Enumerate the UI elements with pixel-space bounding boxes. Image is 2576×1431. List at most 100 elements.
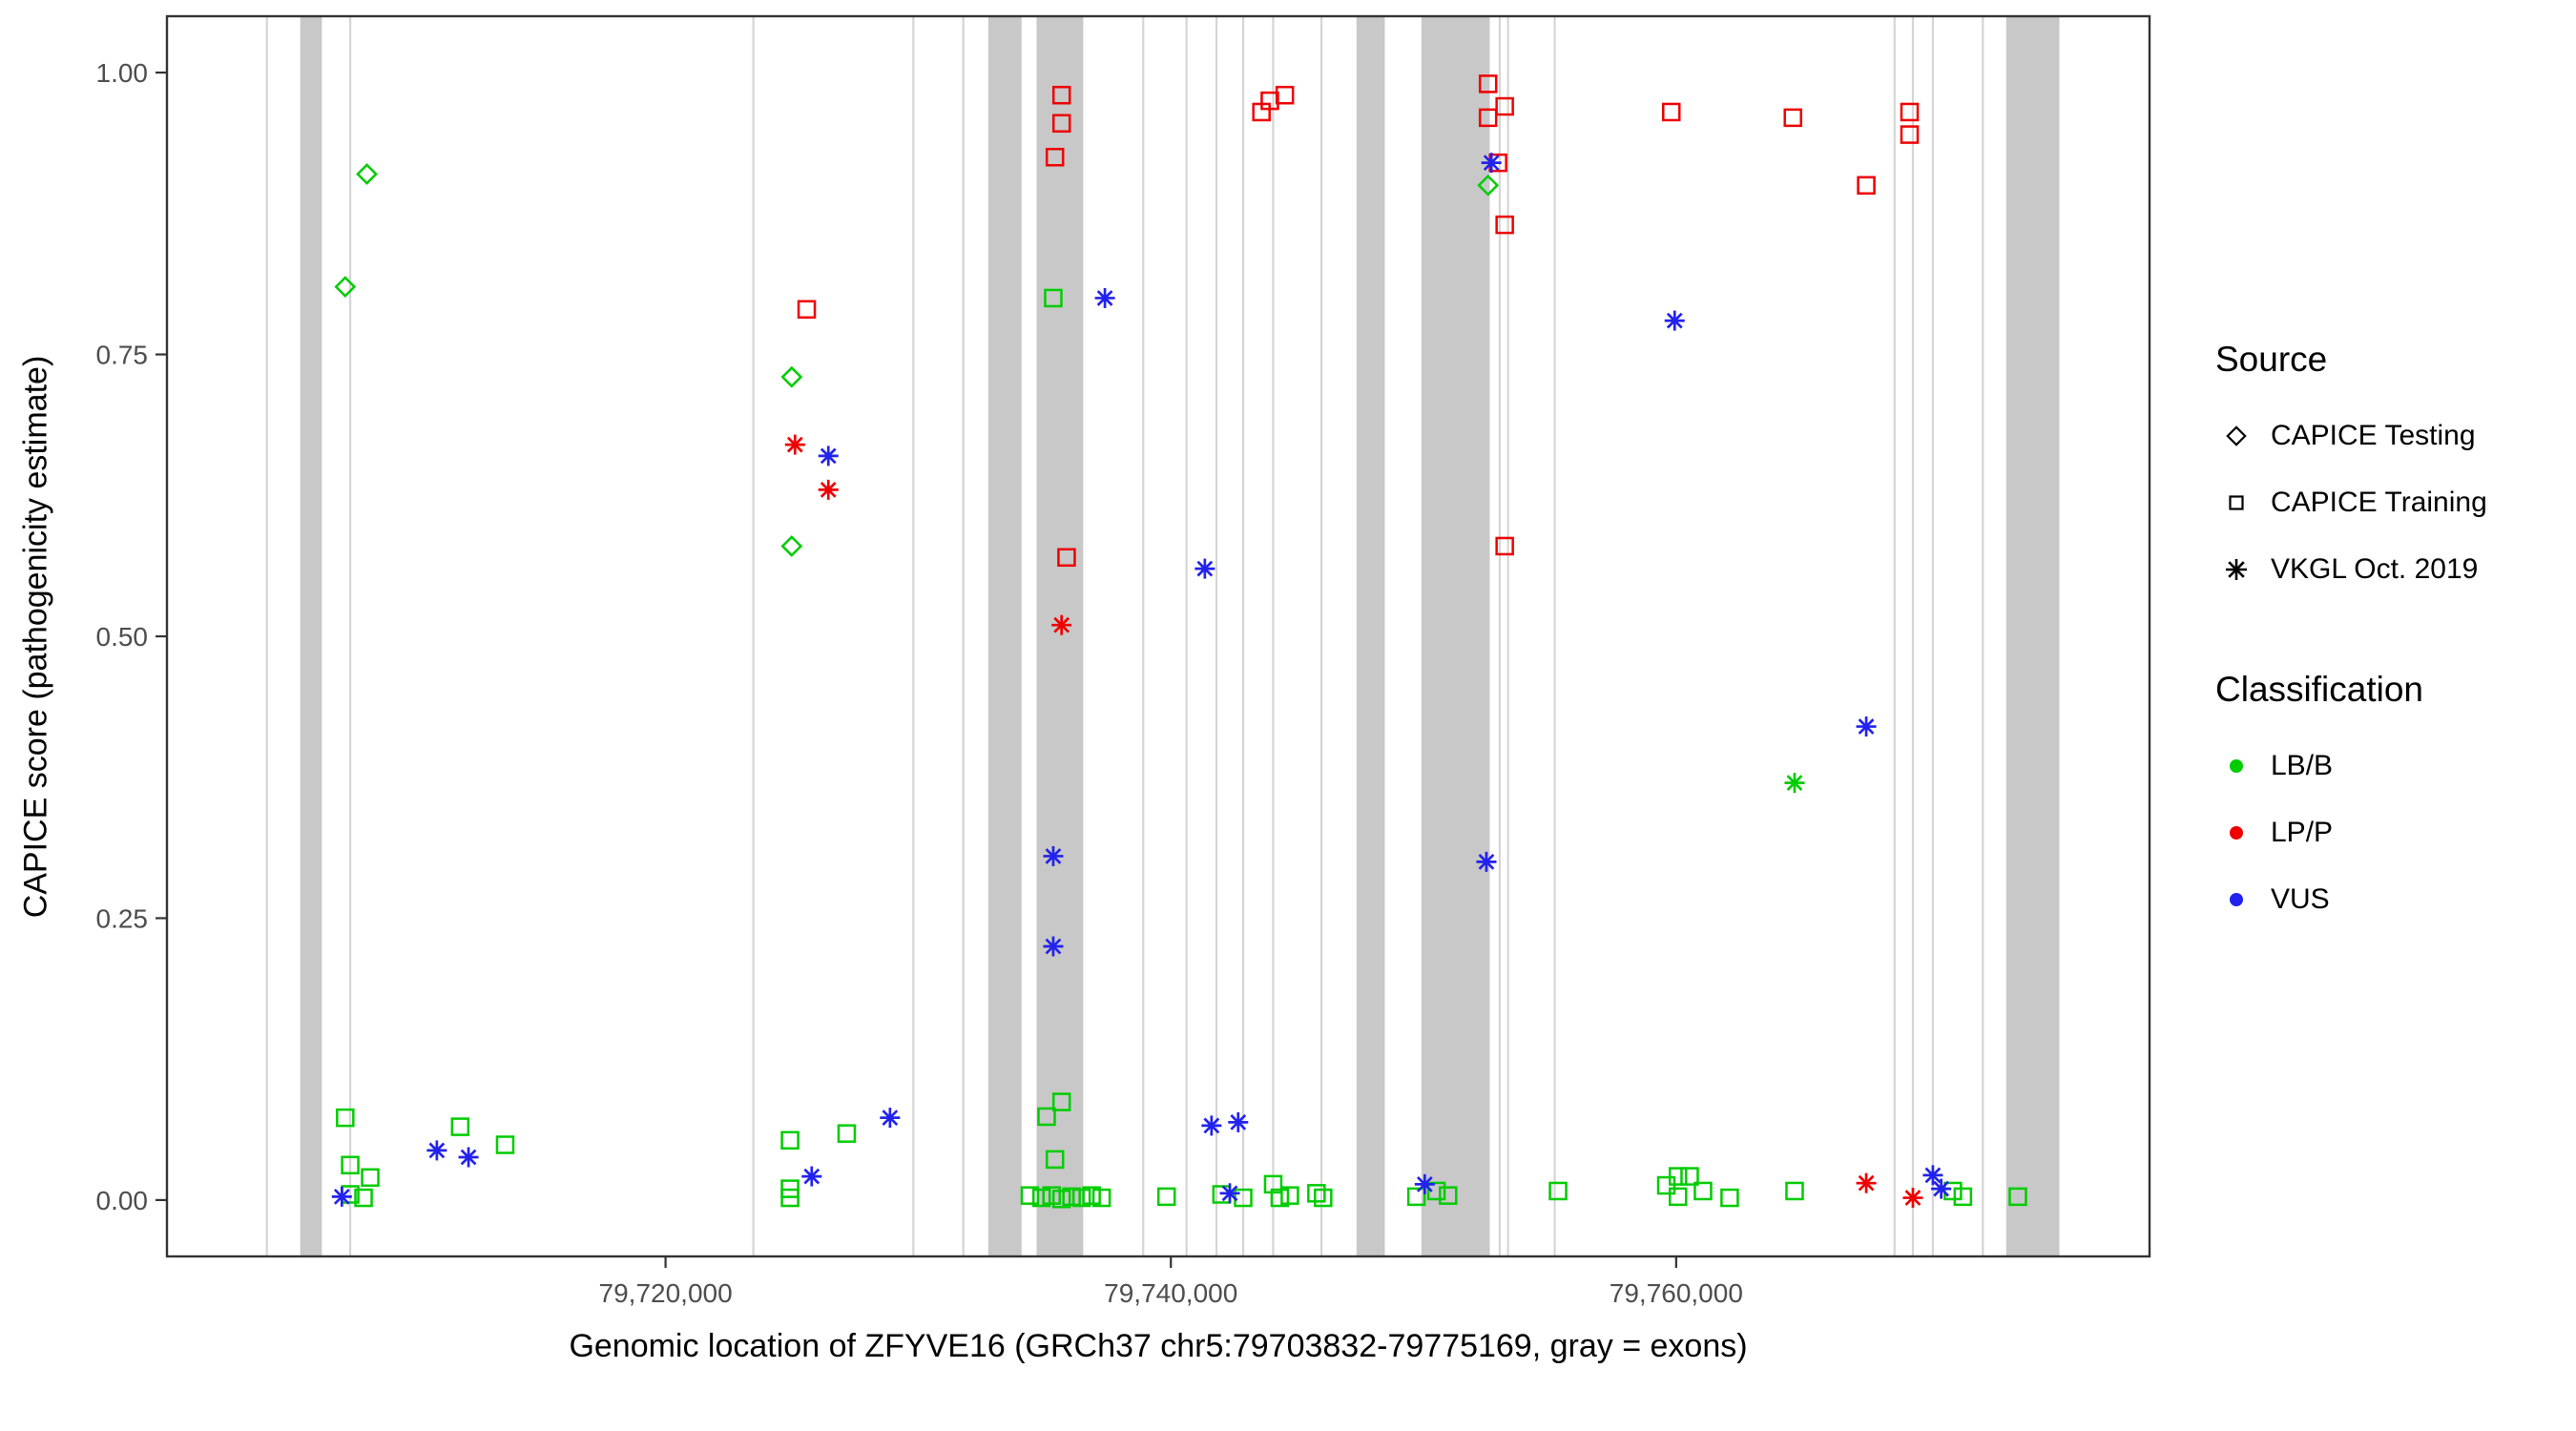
data-point <box>1720 1188 1739 1208</box>
x-tick-label: 79,760,000 <box>1610 1278 1743 1308</box>
data-point <box>1042 1186 1061 1205</box>
x-tick-label: 79,740,000 <box>1104 1278 1237 1308</box>
data-point <box>1228 1111 1249 1132</box>
panel-border <box>165 14 2151 1258</box>
data-point <box>1943 1181 1963 1201</box>
data-point <box>818 479 839 500</box>
data-point <box>1275 85 1295 105</box>
legend-item-label: LP/P <box>2271 817 2334 848</box>
data-point <box>1057 548 1076 568</box>
legend-source-title: Source <box>2215 340 2328 379</box>
legend-group-classification: Classification LB/B LP/P VUS <box>2215 670 2576 933</box>
data-point <box>1091 1188 1111 1208</box>
data-point <box>1856 1172 1877 1193</box>
legend-item-label: CAPICE Training <box>2271 487 2487 518</box>
data-point <box>1495 536 1514 556</box>
data-point <box>1044 288 1063 308</box>
red-dot-icon <box>2230 826 2243 840</box>
data-point <box>801 1166 822 1187</box>
data-point <box>1669 1187 1688 1207</box>
legend-item-capice-testing: CAPICE Testing <box>2215 403 2576 469</box>
y-tick-label: 0.75 <box>96 341 149 370</box>
data-point <box>1043 845 1064 866</box>
data-point <box>1478 108 1498 128</box>
legend-item-label: CAPICE Testing <box>2271 420 2476 451</box>
data-point <box>331 1186 352 1207</box>
data-point <box>356 163 378 185</box>
legend-classification-title: Classification <box>2215 670 2423 709</box>
data-point <box>1051 614 1072 635</box>
data-point <box>426 1140 447 1161</box>
data-point <box>780 1188 800 1208</box>
exon-band <box>1356 16 1385 1256</box>
data-point <box>1495 215 1514 235</box>
data-point <box>797 300 817 320</box>
y-tick-label: 1.00 <box>96 58 149 88</box>
data-point <box>1857 176 1876 196</box>
data-point <box>780 365 803 388</box>
data-point <box>361 1168 380 1188</box>
data-point <box>1693 1181 1713 1201</box>
data-point <box>1020 1186 1040 1205</box>
data-point <box>1922 1165 1943 1186</box>
blue-dot-icon <box>2230 893 2243 906</box>
x-tick-label: 79,720,000 <box>599 1278 733 1308</box>
data-point <box>1051 1189 1071 1209</box>
data-point <box>1931 1178 1952 1199</box>
data-point <box>818 446 839 467</box>
data-point <box>1043 936 1064 957</box>
y-tick-label: 0.00 <box>96 1186 149 1215</box>
legend-item-vus: VUS <box>2215 866 2576 933</box>
exon-band <box>300 16 322 1256</box>
legend: Source CAPICE Testing CAPICE Training <box>2215 340 2576 933</box>
exon-band <box>1421 16 1490 1256</box>
legend-item-label: VKGL Oct. 2019 <box>2271 553 2479 585</box>
data-point <box>341 1155 360 1175</box>
data-point <box>1037 1107 1056 1127</box>
x-axis-title: Genomic location of ZFYVE16 (GRCh37 chr5… <box>569 1328 1748 1364</box>
data-point <box>880 1108 901 1129</box>
data-point <box>1307 1184 1326 1203</box>
data-point <box>1263 1174 1283 1194</box>
data-point <box>1082 1186 1101 1205</box>
data-point <box>334 276 357 299</box>
data-point <box>1406 1187 1426 1207</box>
data-point <box>1662 102 1681 122</box>
data-point <box>1252 102 1271 122</box>
data-point <box>1495 96 1514 116</box>
square-icon <box>2229 495 2244 510</box>
data-point <box>1669 1167 1688 1186</box>
data-point <box>1478 74 1498 93</box>
exon-band <box>2005 16 2060 1256</box>
data-point <box>780 535 803 557</box>
data-point <box>354 1188 373 1208</box>
data-point <box>1477 174 1500 197</box>
legend-item-label: LB/B <box>2271 750 2334 781</box>
data-point <box>1785 1181 1804 1201</box>
green-dot-icon <box>2230 759 2243 773</box>
data-point <box>780 1130 800 1151</box>
data-point <box>1045 1150 1065 1170</box>
data-point <box>1548 1181 1568 1201</box>
legend-item-label: VUS <box>2271 883 2330 915</box>
data-point <box>2008 1187 2027 1207</box>
data-point <box>1476 851 1497 872</box>
data-point <box>1201 1115 1222 1136</box>
data-point <box>450 1117 470 1136</box>
data-point <box>1664 310 1685 331</box>
data-point <box>1270 1188 1290 1208</box>
data-point <box>1314 1188 1333 1208</box>
legend-item-lpp: LP/P <box>2215 799 2576 866</box>
data-point <box>1051 114 1071 134</box>
data-point <box>1953 1187 1973 1207</box>
data-point <box>1051 85 1071 105</box>
y-tick-label: 0.25 <box>96 903 149 933</box>
data-point <box>1195 558 1215 579</box>
data-point <box>1783 108 1802 128</box>
legend-item-vkgl: VKGL Oct. 2019 <box>2215 536 2576 603</box>
data-point <box>1045 147 1065 167</box>
data-point <box>1414 1173 1435 1194</box>
data-point <box>458 1147 479 1168</box>
